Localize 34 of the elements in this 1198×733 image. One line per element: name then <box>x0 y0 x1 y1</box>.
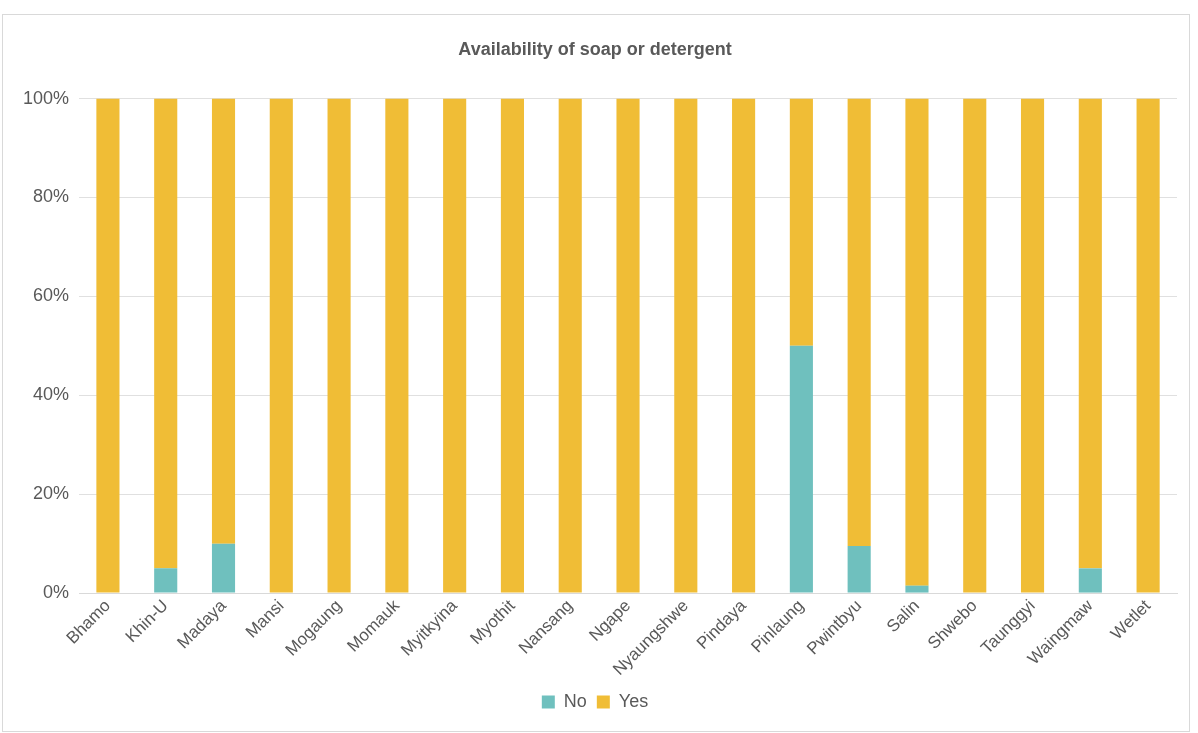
bar <box>847 98 871 547</box>
bar <box>96 98 120 593</box>
y-tick-label: 20% <box>33 483 70 504</box>
bar <box>500 98 524 593</box>
bar <box>269 98 293 593</box>
legend-label: Yes <box>618 690 649 711</box>
legend-label: No <box>563 690 587 711</box>
bar <box>732 98 756 593</box>
bar <box>443 98 467 593</box>
bar <box>1020 98 1045 593</box>
y-tick-label: 0% <box>43 582 70 603</box>
y-tick-label: 100% <box>22 87 70 108</box>
bar <box>1078 98 1102 569</box>
y-tick-label: 40% <box>33 384 70 405</box>
bar <box>674 98 698 593</box>
bar <box>789 345 813 593</box>
bar <box>847 546 871 593</box>
bar <box>789 98 813 346</box>
y-tick-label: 80% <box>33 186 70 207</box>
bar <box>616 98 640 593</box>
bar <box>1136 98 1160 593</box>
bar <box>963 98 987 593</box>
bar <box>327 98 351 593</box>
bar <box>154 568 178 593</box>
bar <box>154 98 178 569</box>
bar <box>1078 568 1102 593</box>
y-tick-label: 60% <box>33 285 70 306</box>
bar <box>558 98 582 593</box>
bar <box>211 543 236 593</box>
chart-title: Availability of soap or detergent <box>458 38 732 59</box>
bar <box>905 98 929 586</box>
bar <box>385 98 409 593</box>
bar <box>905 585 929 593</box>
bar <box>211 98 236 544</box>
